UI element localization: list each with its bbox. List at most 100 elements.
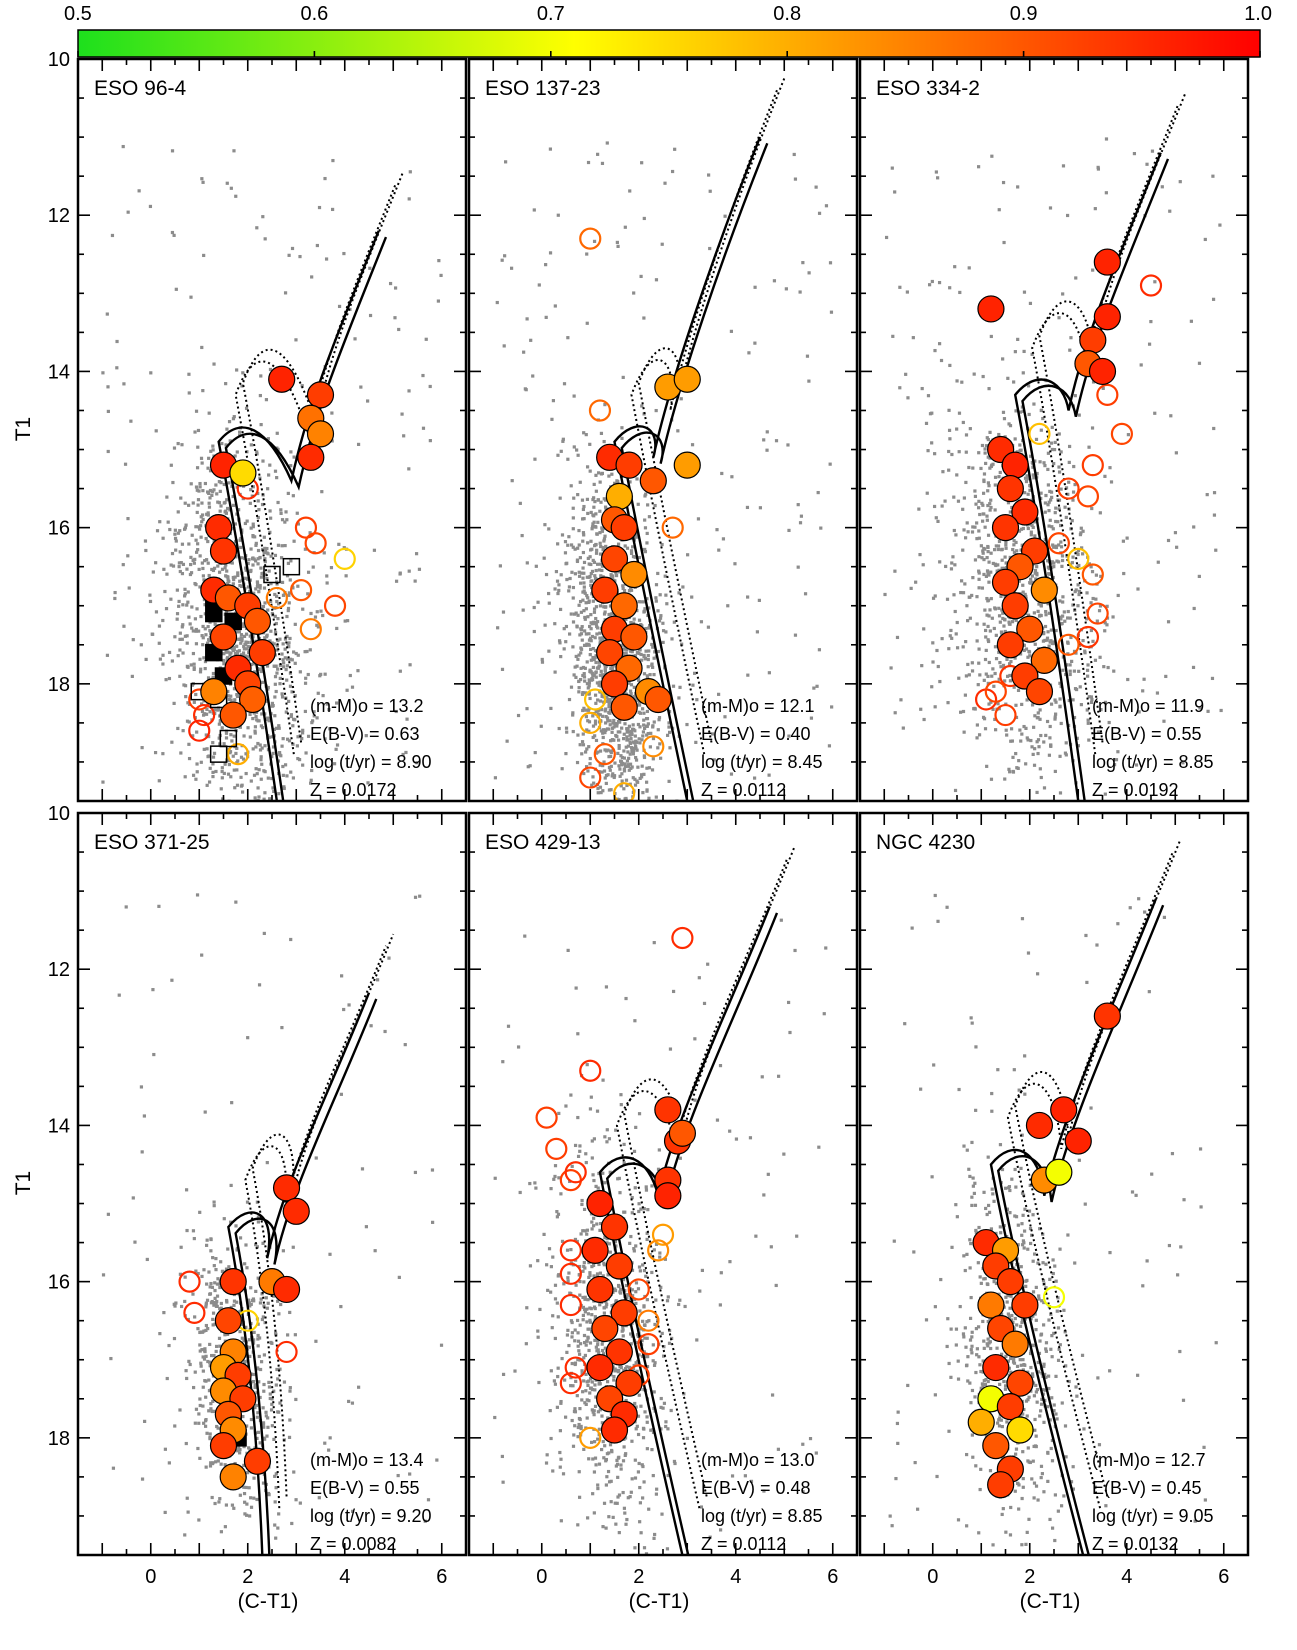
field-star — [647, 665, 650, 668]
field-star — [604, 545, 607, 548]
field-star — [281, 658, 284, 661]
field-star — [280, 544, 283, 547]
field-star — [189, 556, 192, 559]
field-star — [202, 518, 205, 521]
field-star — [510, 267, 513, 270]
field-star — [919, 708, 922, 711]
field-star — [648, 673, 651, 676]
field-star — [219, 1260, 222, 1263]
field-star — [1058, 470, 1061, 473]
field-star — [287, 700, 290, 703]
field-star — [281, 581, 284, 584]
field-star — [1060, 722, 1063, 725]
field-star — [1091, 269, 1094, 272]
open-circle — [580, 229, 600, 249]
field-star — [1018, 728, 1021, 731]
field-star — [1069, 617, 1072, 620]
field-star — [168, 651, 171, 654]
field-star — [596, 824, 599, 827]
field-star — [158, 1332, 161, 1335]
field-star — [965, 451, 968, 454]
field-star — [685, 723, 688, 726]
field-star — [620, 437, 623, 440]
colorbar-tick-label: 0.7 — [537, 3, 565, 25]
field-star — [245, 633, 248, 636]
field-star — [595, 670, 598, 673]
field-star — [626, 833, 629, 836]
field-star — [158, 624, 161, 627]
field-star — [1024, 762, 1027, 765]
field-star — [231, 1556, 234, 1559]
field-star — [242, 734, 245, 737]
field-star — [914, 581, 917, 584]
field-star — [625, 779, 628, 782]
field-star — [598, 632, 601, 635]
field-star — [1040, 776, 1043, 779]
field-star — [319, 673, 322, 676]
field-star — [1156, 691, 1159, 694]
field-star — [556, 580, 559, 583]
field-star — [198, 1211, 201, 1214]
field-star — [501, 259, 504, 262]
field-star — [208, 496, 211, 499]
member-circle — [997, 476, 1023, 502]
field-star — [217, 1500, 220, 1503]
field-star — [298, 758, 301, 761]
field-star — [994, 728, 997, 731]
field-star — [185, 1188, 188, 1191]
field-star — [289, 685, 292, 688]
field-star — [910, 587, 913, 590]
field-star — [656, 609, 659, 612]
field-star — [287, 641, 290, 644]
field-star — [155, 610, 158, 613]
field-star — [187, 616, 190, 619]
field-star — [200, 457, 203, 460]
field-star — [180, 1246, 183, 1249]
field-star — [269, 830, 272, 833]
field-star — [1049, 640, 1052, 643]
field-star — [974, 503, 977, 506]
field-star — [986, 569, 989, 572]
field-star — [161, 752, 164, 755]
field-star — [218, 501, 221, 504]
field-star — [581, 740, 584, 743]
field-star — [192, 652, 195, 655]
field-star — [209, 1238, 212, 1241]
field-star — [276, 1410, 279, 1413]
field-star — [211, 775, 214, 778]
field-star — [977, 578, 980, 581]
field-star — [1069, 336, 1072, 339]
field-star — [268, 1385, 271, 1388]
open-circle — [306, 533, 326, 553]
field-star — [661, 622, 664, 625]
field-star — [997, 544, 1000, 547]
field-star — [934, 594, 937, 597]
field-star — [618, 747, 621, 750]
field-star — [825, 204, 828, 207]
member-circle — [230, 460, 256, 486]
field-star — [257, 590, 260, 593]
field-star — [194, 539, 197, 542]
field-star — [938, 281, 941, 284]
field-star — [389, 282, 392, 285]
field-star — [252, 1373, 255, 1376]
field-star — [552, 399, 555, 402]
field-star — [169, 598, 172, 601]
field-star — [985, 515, 988, 518]
field-star — [1161, 185, 1164, 188]
field-star — [252, 1497, 255, 1500]
field-star — [266, 1416, 269, 1419]
field-star — [985, 614, 988, 617]
field-star — [187, 1360, 190, 1363]
field-star — [178, 1408, 181, 1411]
field-star — [209, 1285, 212, 1288]
field-star — [1026, 738, 1029, 741]
field-star — [1086, 669, 1089, 672]
field-star — [229, 775, 232, 778]
field-star — [301, 764, 304, 767]
field-star — [1037, 745, 1040, 748]
field-star — [198, 1343, 201, 1346]
field-star — [645, 724, 648, 727]
field-star — [196, 893, 199, 896]
